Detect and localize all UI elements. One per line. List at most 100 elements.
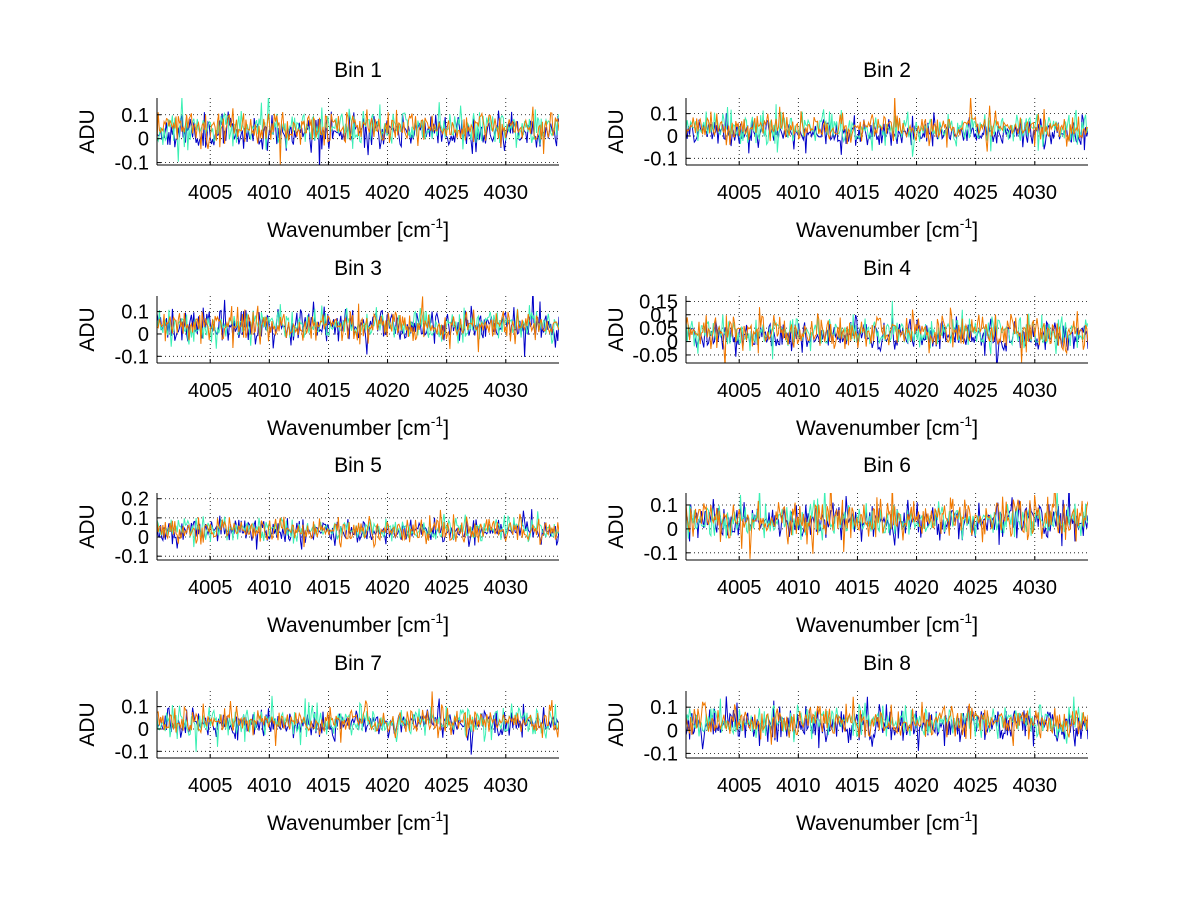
x-tick-label: 4020 xyxy=(365,775,410,797)
x-tick-label: 4025 xyxy=(953,380,998,402)
x-tick-label: 4015 xyxy=(306,182,351,204)
series-group xyxy=(157,691,559,755)
y-axis-label: ADU xyxy=(76,307,99,351)
y-tick-label: 0.1 xyxy=(650,104,678,126)
x-tick-label: 4025 xyxy=(424,182,469,204)
x-tick-label: 4005 xyxy=(188,577,233,599)
y-tick-label: 0 xyxy=(667,332,678,354)
x-tick-label: 4005 xyxy=(188,182,233,204)
subplot-bin-6: 4005 4010 4015 4020 4025 4030 -0.100.1 Bin 6 ADU… xyxy=(605,454,1088,637)
x-tick-label: 4030 xyxy=(484,577,529,599)
subplot-title: Bin 1 xyxy=(334,59,382,82)
x-tick-label: 4010 xyxy=(247,775,292,797)
x-tick-label: 4030 xyxy=(484,380,529,402)
x-tick-label: 4005 xyxy=(717,775,762,797)
x-tick-label: 4015 xyxy=(835,775,880,797)
x-tick-label: 4015 xyxy=(306,775,351,797)
series-group xyxy=(157,98,559,165)
x-tick-label: 4010 xyxy=(247,380,292,402)
x-tick-label: 4005 xyxy=(717,380,762,402)
x-tick-label: 4015 xyxy=(306,577,351,599)
y-tick-label: 0.1 xyxy=(121,105,149,127)
gridlines xyxy=(686,98,1088,165)
x-tick-label: 4005 xyxy=(717,577,762,599)
subplot-title: Bin 2 xyxy=(863,59,911,82)
y-tick-label: -0.05 xyxy=(632,345,678,367)
y-axis-label: ADU xyxy=(76,504,99,548)
x-axis-label: Wavenumber [cm-1] xyxy=(267,215,449,242)
series-group xyxy=(686,98,1088,157)
x-axis-label: Wavenumber [cm-1] xyxy=(267,808,449,835)
x-tick-label: 4030 xyxy=(1013,182,1058,204)
x-tick-label: 4015 xyxy=(835,577,880,599)
x-tick-label: 4030 xyxy=(484,775,529,797)
x-tick-label: 4025 xyxy=(953,182,998,204)
series-line-3 xyxy=(686,696,1088,747)
x-tick-label: 4010 xyxy=(247,182,292,204)
y-tick-label: 0 xyxy=(138,719,149,741)
subplot-bin-8: 4005 4010 4015 4020 4025 4030 -0.100.1 Bin 8 ADU… xyxy=(605,652,1088,835)
x-axis-label: Wavenumber [cm-1] xyxy=(267,610,449,637)
subplot-title: Bin 3 xyxy=(334,257,382,280)
gridlines xyxy=(157,98,559,165)
x-tick-label: 4025 xyxy=(424,380,469,402)
x-axis-label: Wavenumber [cm-1] xyxy=(267,413,449,440)
x-tick-label: 4020 xyxy=(365,577,410,599)
subplot-bin-2: 4005 4010 4015 4020 4025 4030 -0.100.1 Bin 2 ADU… xyxy=(605,59,1088,242)
y-tick-label: -0.1 xyxy=(644,543,678,565)
y-tick-label: 0.1 xyxy=(650,305,678,327)
x-tick-label: 4020 xyxy=(894,577,939,599)
x-tick-label: 4025 xyxy=(953,775,998,797)
series-group xyxy=(686,300,1088,363)
series-line-3 xyxy=(157,106,559,165)
x-tick-label: 4030 xyxy=(1013,380,1058,402)
y-tick-label: -0.1 xyxy=(115,153,149,175)
y-tick-label: 0 xyxy=(138,527,149,549)
y-axis-label: ADU xyxy=(605,109,628,153)
series-group xyxy=(686,696,1088,751)
y-tick-label: 0.1 xyxy=(121,697,149,719)
y-tick-label: 0.15 xyxy=(639,291,678,313)
y-tick-label: -0.1 xyxy=(115,346,149,368)
y-axis-label: ADU xyxy=(605,702,628,746)
y-tick-label: -0.1 xyxy=(115,546,149,568)
y-tick-label: -0.1 xyxy=(115,741,149,763)
y-axis-label: ADU xyxy=(605,504,628,548)
series-line-3 xyxy=(157,691,559,747)
y-axis-label: ADU xyxy=(76,702,99,746)
x-tick-label: 4020 xyxy=(894,182,939,204)
y-tick-label: 0.2 xyxy=(121,489,149,511)
subplot-bin-5: 4005 4010 4015 4020 4025 4030 -0.100.10.2 Bin 5… xyxy=(76,454,559,637)
x-tick-label: 4010 xyxy=(776,182,821,204)
subplot-bin-1: 4005 4010 4015 4020 4025 4030 -0.100.1 Bin 1 ADU… xyxy=(76,59,559,242)
x-tick-label: 4010 xyxy=(776,775,821,797)
x-tick-label: 4010 xyxy=(776,577,821,599)
y-tick-label: 0.1 xyxy=(650,697,678,719)
x-axis-label: Wavenumber [cm-1] xyxy=(796,610,978,637)
x-tick-label: 4025 xyxy=(424,775,469,797)
subplot-bin-7: 4005 4010 4015 4020 4025 4030 -0.100.1 Bin 7 ADU… xyxy=(76,652,559,835)
y-axis-label: ADU xyxy=(605,307,628,351)
x-tick-label: 4020 xyxy=(365,380,410,402)
x-tick-label: 4030 xyxy=(1013,577,1058,599)
x-tick-label: 4010 xyxy=(247,577,292,599)
subplot-title: Bin 6 xyxy=(863,454,911,477)
x-tick-label: 4025 xyxy=(953,577,998,599)
subplot-title: Bin 4 xyxy=(863,257,911,280)
subplot-bin-4: 4005 4010 4015 4020 4025 4030 -0.0500.050.10.1… xyxy=(605,257,1088,440)
series-line-3 xyxy=(157,509,559,549)
subplot-title: Bin 5 xyxy=(334,454,382,477)
x-tick-label: 4015 xyxy=(835,182,880,204)
y-axis-label: ADU xyxy=(76,109,99,153)
x-tick-label: 4030 xyxy=(1013,775,1058,797)
y-tick-label: 0.1 xyxy=(650,495,678,517)
y-tick-label: 0.05 xyxy=(639,318,678,340)
x-tick-label: 4010 xyxy=(776,380,821,402)
y-tick-label: 0 xyxy=(138,324,149,346)
series-line-3 xyxy=(686,307,1088,363)
x-tick-label: 4005 xyxy=(717,182,762,204)
x-tick-label: 4020 xyxy=(894,775,939,797)
x-axis-label: Wavenumber [cm-1] xyxy=(796,215,978,242)
y-tick-label: -0.1 xyxy=(644,148,678,170)
